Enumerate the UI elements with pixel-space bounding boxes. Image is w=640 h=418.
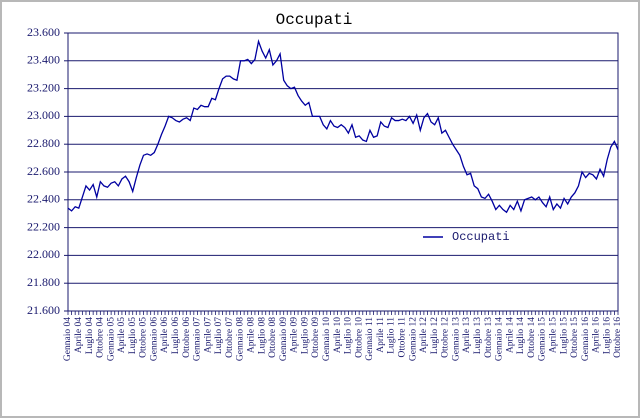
y-tick-label: 23.000 xyxy=(27,108,60,122)
x-tick-label: Aprile 09 xyxy=(290,317,300,353)
x-tick-label: Ottobre 16 xyxy=(613,317,623,358)
chart-title: Occupati xyxy=(276,11,353,29)
x-tick-label: Luglio 05 xyxy=(128,317,138,354)
y-tick-label: 23.200 xyxy=(27,80,60,94)
y-tick-label: 21.600 xyxy=(27,303,60,317)
x-tick-label: Luglio 12 xyxy=(430,317,440,354)
x-tick-label: Gennaio 05 xyxy=(106,317,116,361)
x-tick-label: Aprile 16 xyxy=(592,317,602,353)
x-tick-label: Luglio 07 xyxy=(214,317,224,354)
x-tick-label: Ottobre 05 xyxy=(139,317,149,358)
x-tick-label: Ottobre 08 xyxy=(268,317,278,358)
x-tick-label: Aprile 08 xyxy=(247,317,257,353)
x-tick-label: Aprile 15 xyxy=(548,317,558,353)
x-tick-label: Aprile 11 xyxy=(376,317,386,353)
x-tick-label: Aprile 10 xyxy=(333,317,343,353)
y-tick-label: 22.800 xyxy=(27,136,60,150)
x-tick-label: Gennaio 12 xyxy=(408,317,418,361)
x-tick-label: Gennaio 11 xyxy=(365,317,375,361)
x-tick-label: Aprile 05 xyxy=(117,317,127,353)
x-tick-label: Luglio 04 xyxy=(85,317,95,354)
x-tick-label: Luglio 10 xyxy=(344,317,354,354)
x-tick-label: Aprile 12 xyxy=(419,317,429,353)
y-tick-label: 22.400 xyxy=(27,192,60,206)
x-tick-label: Ottobre 10 xyxy=(354,317,364,358)
x-tick-label: Aprile 13 xyxy=(462,317,472,353)
x-tick-label: Gennaio 16 xyxy=(581,317,591,361)
x-tick-label: Gennaio 15 xyxy=(538,317,548,361)
y-tick-label: 21.800 xyxy=(27,275,60,289)
x-tick-label: Luglio 14 xyxy=(516,317,526,354)
x-tick-label: Ottobre 11 xyxy=(398,317,408,358)
x-tick-label: Luglio 06 xyxy=(171,317,181,354)
x-tick-label: Ottobre 15 xyxy=(570,317,580,358)
legend-label: Occupati xyxy=(452,230,510,244)
x-tick-label: Ottobre 12 xyxy=(441,317,451,358)
data-line xyxy=(67,38,619,214)
x-tick-label: Gennaio 10 xyxy=(322,317,332,361)
x-tick-label: Aprile 04 xyxy=(74,317,84,353)
x-tick-label: Luglio 08 xyxy=(257,317,267,354)
y-tick-label: 22.200 xyxy=(27,219,60,233)
x-tick-label: Ottobre 13 xyxy=(484,317,494,358)
x-tick-label: Gennaio 08 xyxy=(236,317,246,361)
x-tick-label: Gennaio 07 xyxy=(193,317,203,361)
x-tick-label: Luglio 15 xyxy=(559,317,569,354)
x-tick-label: Ottobre 07 xyxy=(225,317,235,358)
x-tick-label: Aprile 06 xyxy=(160,317,170,353)
y-tick-label: 23.400 xyxy=(27,53,60,67)
x-tick-label: Luglio 11 xyxy=(387,317,397,354)
x-tick-label: Aprile 07 xyxy=(203,317,213,353)
x-tick-label: Gennaio 04 xyxy=(63,317,73,361)
x-tick-label: Gennaio 14 xyxy=(495,317,505,361)
x-tick-label: Gennaio 09 xyxy=(279,317,289,361)
x-tick-label: Luglio 13 xyxy=(473,317,483,354)
x-tick-label: Ottobre 04 xyxy=(96,317,106,358)
x-tick-label: Ottobre 09 xyxy=(311,317,321,358)
x-tick-label: Gennaio 06 xyxy=(149,317,159,361)
x-tick-label: Luglio 09 xyxy=(300,317,310,354)
x-tick-label: Gennaio 13 xyxy=(451,317,461,361)
x-tick-label: Aprile 14 xyxy=(505,317,515,353)
x-tick-label: Ottobre 14 xyxy=(527,317,537,358)
y-tick-label: 22.600 xyxy=(27,164,60,178)
x-tick-label: Luglio 16 xyxy=(602,317,612,354)
y-tick-label: 23.600 xyxy=(27,25,60,39)
y-tick-label: 22.000 xyxy=(27,247,60,261)
x-tick-label: Ottobre 06 xyxy=(182,317,192,358)
